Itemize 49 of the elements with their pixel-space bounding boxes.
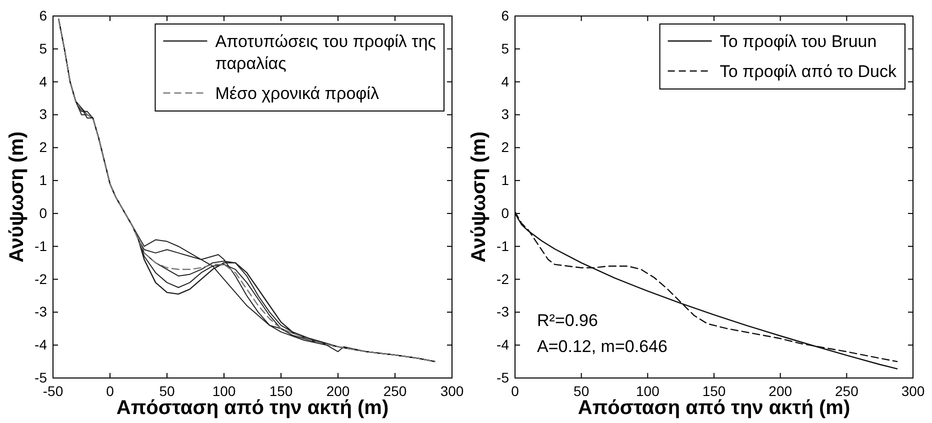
y-tick-label: -1	[34, 238, 48, 254]
y-tick-label: 1	[501, 172, 510, 188]
x-tick-label: 300	[440, 382, 464, 399]
x-tick-label: 0	[511, 382, 520, 399]
y-tick-label: -1	[496, 238, 510, 254]
y-tick-label: -4	[34, 336, 48, 353]
y-axis-title: Ανύψωση (m)	[468, 132, 490, 262]
x-tick-label: 100	[212, 382, 236, 399]
x-tick-label: 0	[106, 382, 114, 399]
y-tick-label: 2	[39, 139, 48, 156]
y-tick-label: 5	[39, 40, 48, 56]
x-tick-label: 300	[901, 382, 925, 399]
x-tick-label: 200	[326, 382, 350, 399]
legend-label: Μέσο χρονικά προφίλ	[215, 84, 380, 103]
x-tick-label: 200	[768, 382, 792, 399]
y-tick-label: 2	[501, 139, 510, 156]
y-axis-title: Ανύψωση (m)	[6, 132, 28, 262]
annotation: R²=0.96	[537, 311, 598, 330]
y-tick-label: 3	[501, 106, 510, 122]
y-tick-label: -2	[34, 270, 48, 287]
x-axis-title: Απόσταση από την ακτή (m)	[116, 397, 389, 419]
legend-label: Το προφίλ από το Duck	[720, 62, 897, 81]
y-tick-label: 4	[39, 73, 48, 90]
y-tick-label: -3	[496, 304, 510, 320]
y-tick-label: 6	[39, 7, 48, 24]
y-tick-label: 0	[501, 204, 510, 221]
y-tick-label: 6	[501, 7, 510, 24]
y-tick-label: 5	[501, 40, 510, 56]
x-tick-label: 250	[383, 382, 407, 399]
legend-label: Το προφίλ του Bruun	[720, 32, 877, 51]
y-tick-label: -5	[34, 369, 48, 386]
y-tick-label: -2	[496, 270, 510, 287]
x-tick-label: 100	[636, 382, 660, 399]
y-tick-label: -3	[34, 304, 48, 320]
y-tick-label: 3	[39, 106, 48, 122]
x-tick-label: 50	[574, 382, 590, 399]
y-tick-label: -4	[496, 336, 510, 353]
x-tick-label: -50	[42, 382, 64, 399]
x-tick-label: 50	[159, 382, 175, 399]
annotation: A=0.12, m=0.646	[537, 337, 668, 356]
x-tick-label: 150	[269, 382, 293, 399]
y-tick-label: 1	[39, 172, 48, 188]
y-tick-label: -5	[496, 369, 510, 386]
y-tick-label: 0	[39, 204, 48, 221]
x-tick-label: 250	[834, 382, 859, 399]
legend-label: Αποτυπώσεις του προφίλ της παραλίας	[215, 32, 436, 73]
y-tick-label: 4	[501, 73, 510, 90]
x-axis-title: Απόσταση από την ακτή (m)	[578, 397, 850, 419]
x-tick-label: 150	[702, 382, 726, 399]
